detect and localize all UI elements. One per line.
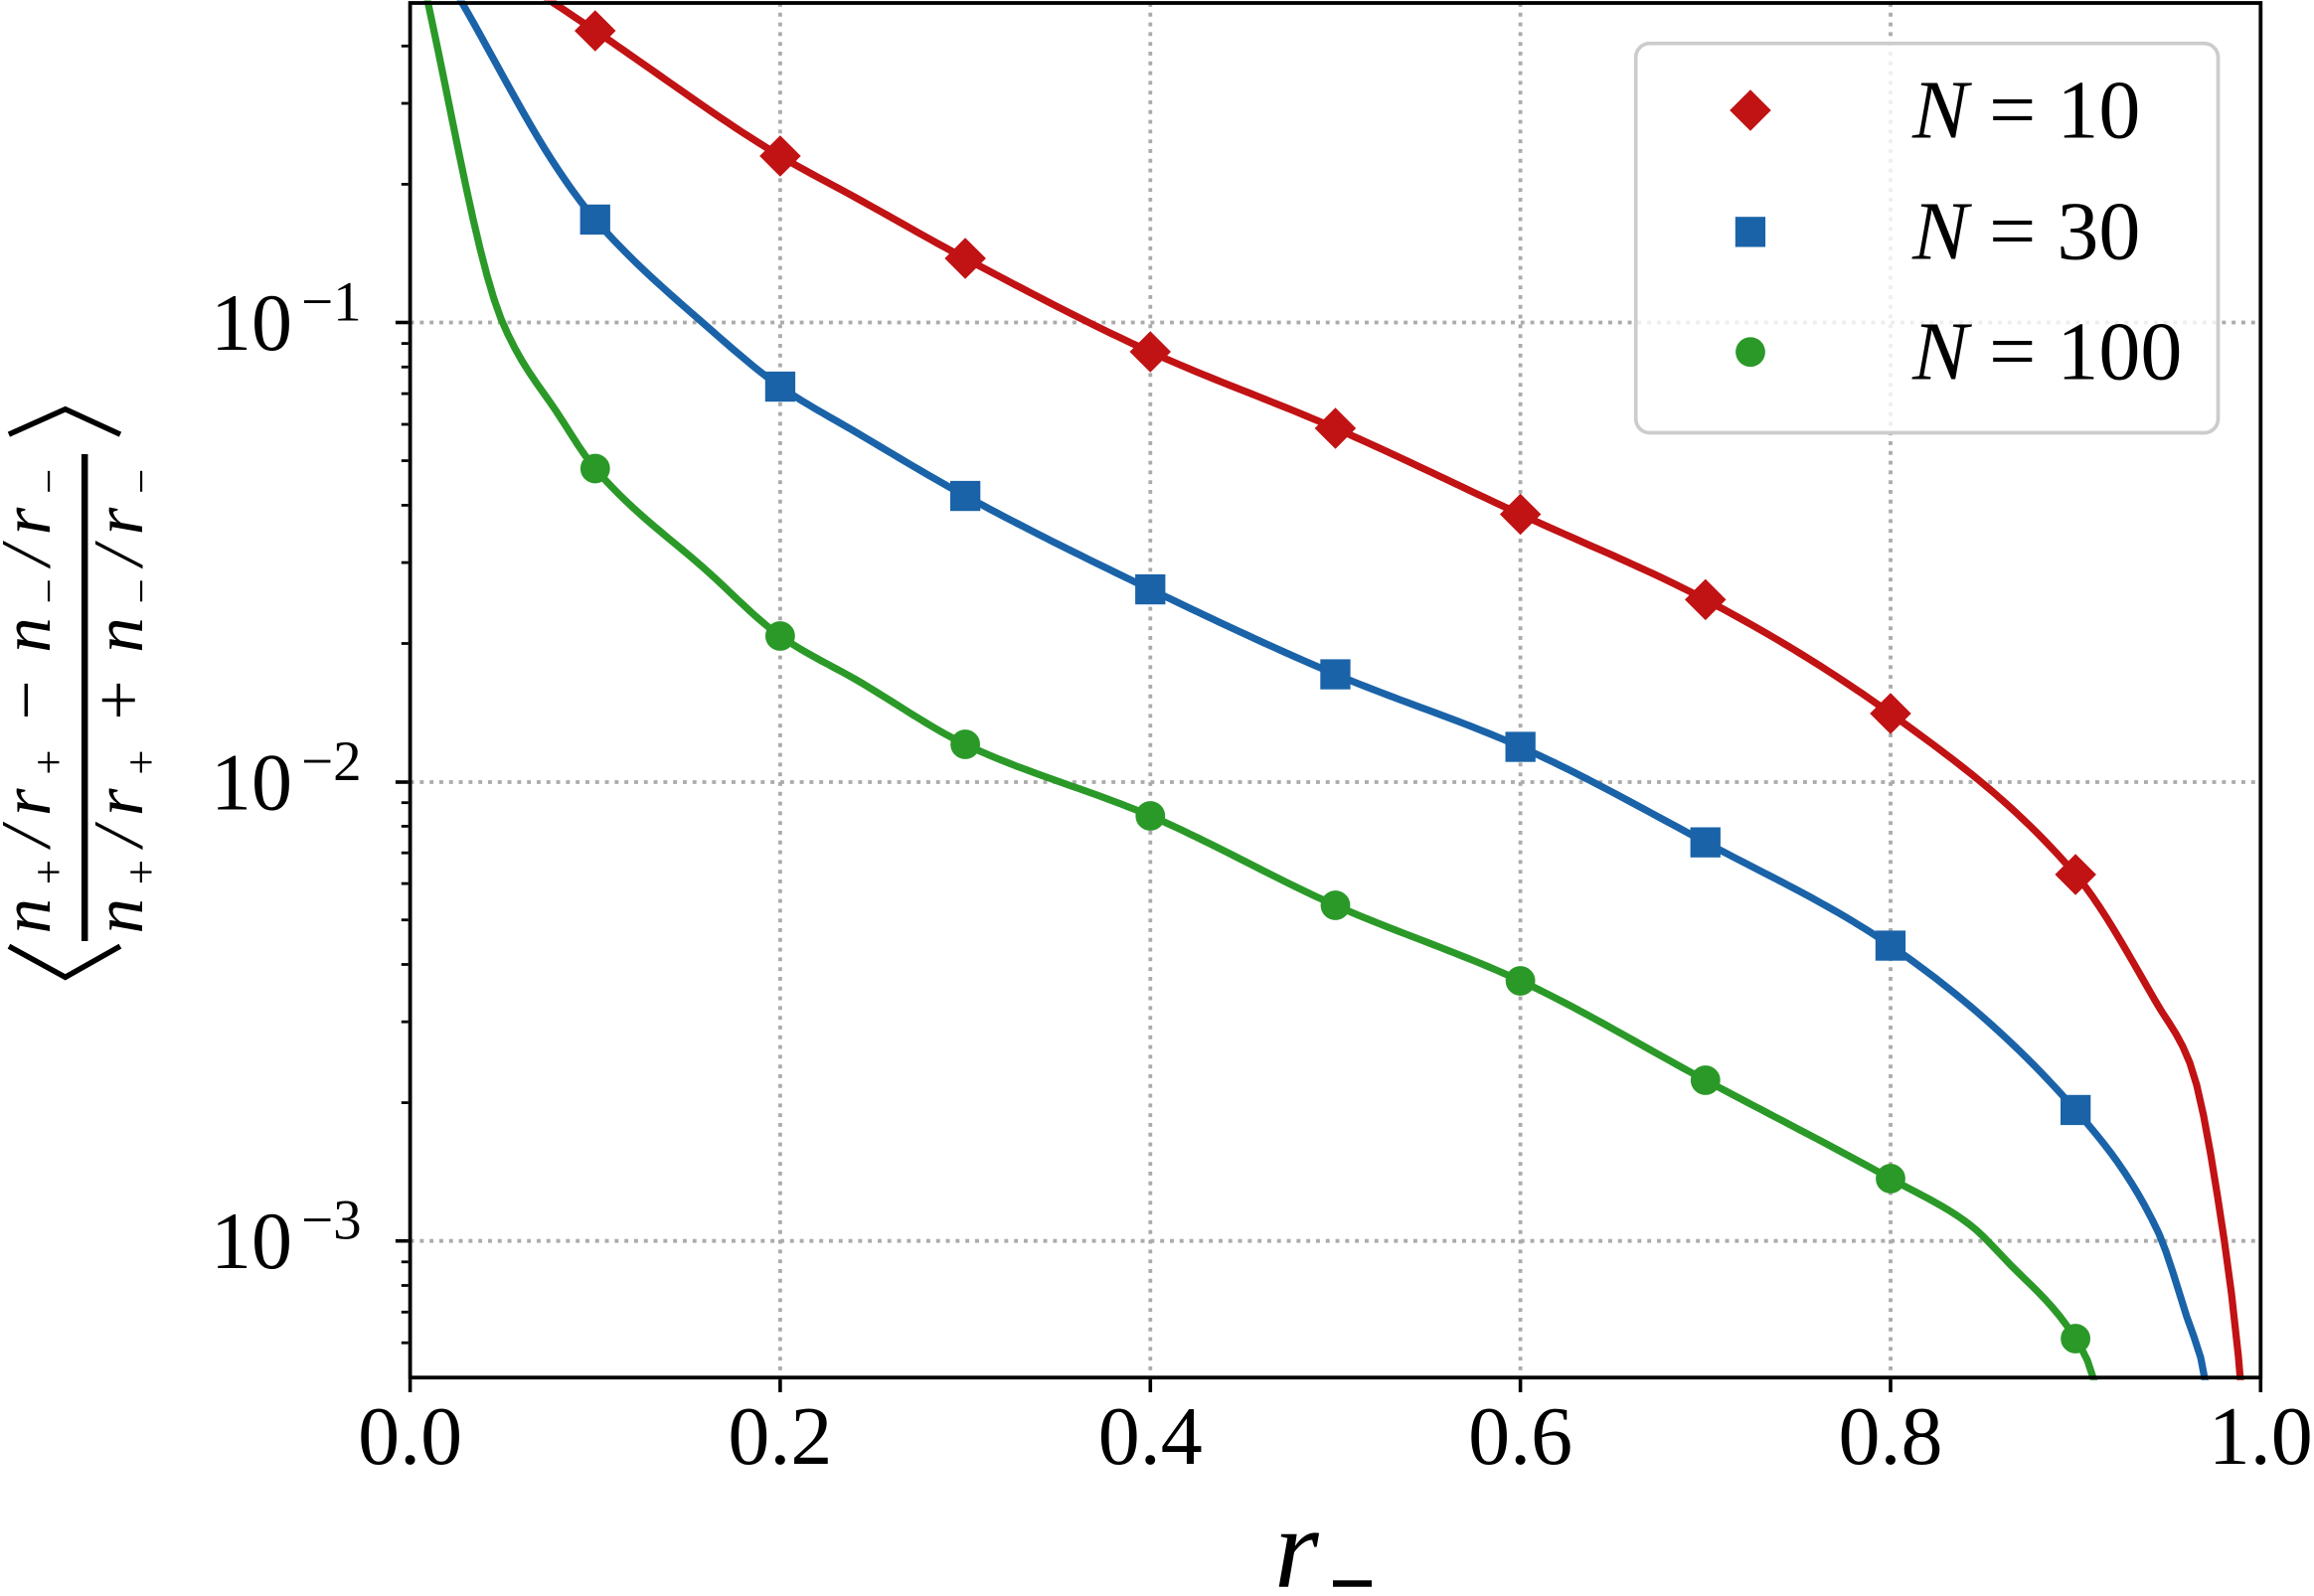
svg-text:0.4: 0.4 [1098, 1390, 1203, 1483]
svg-text:10: 10 [211, 737, 292, 828]
svg-text:N = 100: N = 100 [1911, 306, 2182, 399]
svg-text:1.0: 1.0 [2209, 1390, 2313, 1483]
svg-text:−2: −2 [301, 730, 362, 793]
svg-text:N = 30: N = 30 [1911, 186, 2140, 278]
svg-text:−1: −1 [301, 271, 362, 334]
svg-text:−3: −3 [301, 1190, 362, 1252]
svg-text:0.0: 0.0 [358, 1390, 462, 1483]
svg-text:r: r [1274, 1486, 1320, 1591]
svg-text:N = 10: N = 10 [1911, 65, 2140, 157]
svg-text:0.8: 0.8 [1839, 1390, 1943, 1483]
svg-text:0.2: 0.2 [728, 1390, 832, 1483]
svg-text:10: 10 [211, 1196, 292, 1286]
svg-text:10: 10 [211, 277, 292, 368]
svg-text:0.6: 0.6 [1468, 1390, 1572, 1483]
